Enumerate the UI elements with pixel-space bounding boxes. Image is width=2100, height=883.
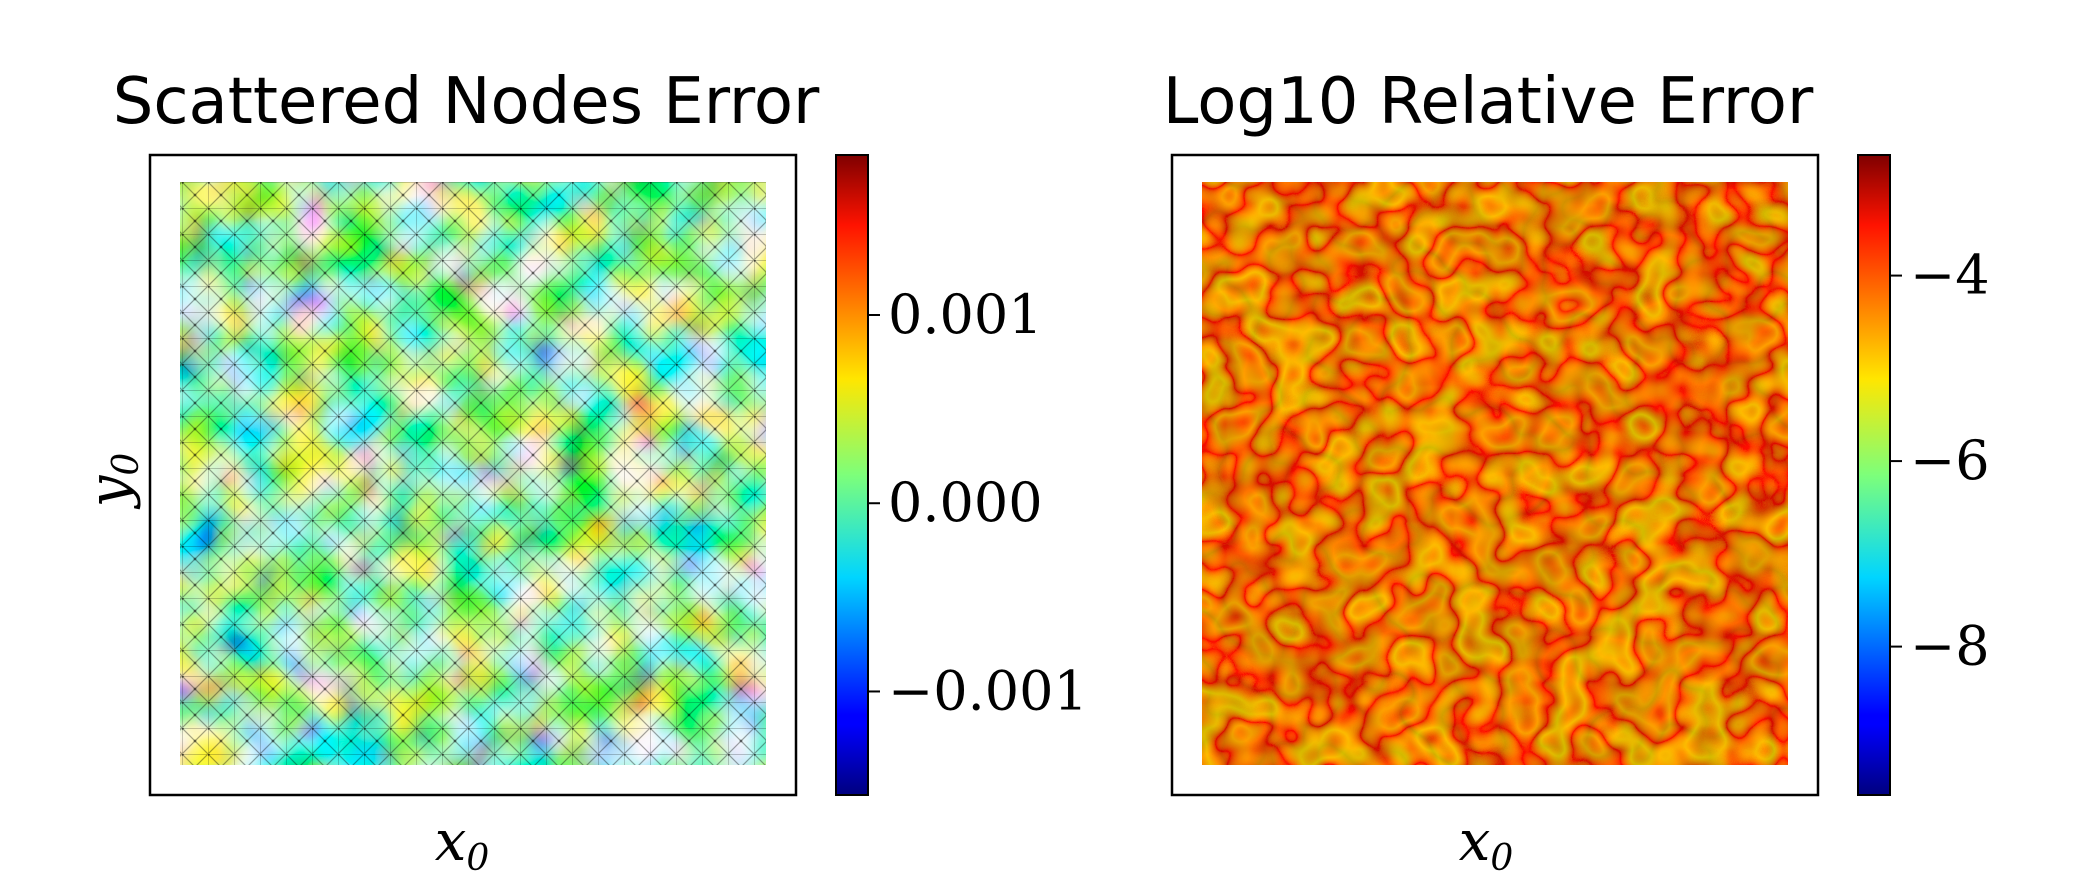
colorbar-tick-label: 0.000 <box>888 471 1043 534</box>
colorbar-tick-label: −8 <box>1910 615 1990 678</box>
colorbar-tick-label: −0.001 <box>888 659 1088 722</box>
left-mesh-overlay <box>180 182 766 765</box>
left-heatmap <box>180 182 766 765</box>
right-heatmap <box>1202 182 1788 765</box>
left-colorbar-bar <box>835 154 869 796</box>
right-colorbar-bar <box>1857 154 1891 796</box>
left-ylabel: y0 <box>77 453 147 511</box>
right-panel: Log10 Relative Error x0 −4 −6 −8 <box>1163 65 1990 879</box>
right-title: Log10 Relative Error <box>1163 65 1814 139</box>
right-colorbar: −4 −6 −8 <box>1857 154 1990 796</box>
right-xlabel: x0 <box>1459 809 1514 879</box>
left-title: Scattered Nodes Error <box>113 65 820 139</box>
left-xlabel: x0 <box>435 809 490 879</box>
colorbar-tick-label: 0.001 <box>888 283 1043 346</box>
colorbar-tick-label: −4 <box>1910 244 1990 307</box>
left-panel: Scattered Nodes Error x0 y0 0.001 0.000 −0… <box>77 65 1088 879</box>
left-colorbar: 0.001 0.000 −0.001 <box>835 154 1088 796</box>
colorbar-tick-label: −6 <box>1910 429 1990 492</box>
